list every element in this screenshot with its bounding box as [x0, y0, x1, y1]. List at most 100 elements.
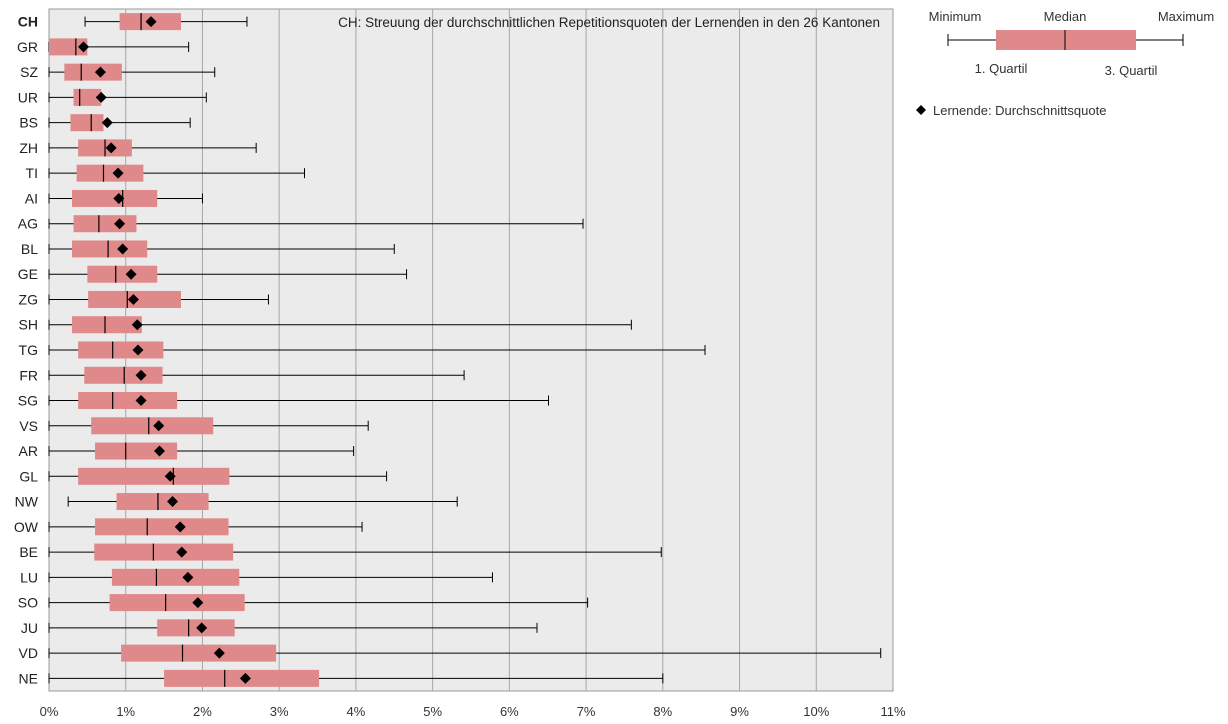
- box-row-gl: GL: [19, 467, 388, 485]
- mean-marker: [132, 344, 144, 356]
- x-tick-label: 0%: [40, 704, 59, 719]
- category-label: NE: [19, 670, 38, 686]
- mean-marker: [95, 91, 107, 103]
- legend: Minimum Median Maximum 1. Quartil 3. Qua…: [916, 9, 1214, 118]
- legend-box: [996, 30, 1136, 50]
- category-label: SH: [19, 317, 38, 333]
- mean-marker: [182, 571, 194, 583]
- mean-marker: [145, 16, 157, 28]
- box-row-be: BE: [19, 543, 662, 561]
- iqr-box: [95, 442, 178, 460]
- iqr-box: [49, 38, 88, 56]
- x-tick-label: 8%: [653, 704, 672, 719]
- mean-marker: [153, 420, 165, 432]
- box-row-ju: JU: [21, 619, 538, 637]
- mean-marker: [112, 167, 124, 179]
- box-row-vs: VS: [19, 417, 369, 435]
- category-label: SG: [18, 393, 38, 409]
- iqr-box: [78, 341, 164, 359]
- iqr-box: [111, 568, 240, 586]
- category-label: TI: [26, 165, 38, 181]
- box-row-zh: ZH: [19, 139, 257, 157]
- mean-marker: [78, 41, 90, 53]
- iqr-box: [78, 392, 178, 410]
- iqr-box: [70, 114, 104, 132]
- iqr-box: [73, 88, 102, 106]
- legend-mean-label: Lernende: Durchschnittsquote: [933, 103, 1106, 118]
- iqr-box: [94, 543, 234, 561]
- iqr-box: [109, 594, 245, 612]
- iqr-box: [121, 644, 277, 662]
- category-label: FR: [19, 367, 38, 383]
- iqr-box: [116, 493, 209, 511]
- x-tick-label: 2%: [193, 704, 212, 719]
- category-label: CH: [18, 14, 38, 30]
- box-row-tg: TG: [19, 341, 706, 359]
- x-axis-tick-labels: 0% 1% 2% 3% 4% 5% 6% 7% 8% 9% 10% 11%: [40, 704, 906, 719]
- legend-q1-label: 1. Quartil: [975, 61, 1028, 76]
- x-tick-label: 5%: [423, 704, 442, 719]
- box-rows: CH GR SZ UR BS ZH TI AI AG BL GE ZG SH TG FR SG VS AR GL NW…: [14, 13, 882, 687]
- category-label: GL: [19, 468, 38, 484]
- iqr-box: [95, 518, 229, 536]
- mean-marker: [101, 117, 113, 129]
- legend-minimum-label: Minimum: [929, 9, 982, 24]
- box-row-sh: SH: [19, 316, 632, 334]
- category-label: BL: [21, 241, 38, 257]
- box-row-ar: AR: [19, 442, 355, 460]
- box-row-ur: UR: [18, 88, 207, 106]
- mean-marker: [94, 66, 106, 78]
- category-label: LU: [20, 569, 38, 585]
- chart-title: CH: Streuung der durchschnittlichen Repe…: [338, 15, 880, 30]
- category-label: GR: [17, 39, 38, 55]
- box-row-gr: GR: [17, 38, 190, 56]
- category-label: AI: [25, 190, 38, 206]
- box-row-ti: TI: [26, 164, 306, 182]
- iqr-box: [157, 619, 235, 637]
- category-label: OW: [14, 519, 39, 535]
- x-tick-label: 10%: [803, 704, 829, 719]
- box-row-nw: NW: [15, 493, 458, 511]
- box-row-fr: FR: [19, 366, 465, 384]
- box-row-ai: AI: [25, 189, 203, 207]
- box-row-zg: ZG: [19, 290, 269, 308]
- category-label: AR: [19, 443, 38, 459]
- category-label: VD: [19, 645, 38, 661]
- category-label: TG: [19, 342, 38, 358]
- x-tick-label: 11%: [880, 704, 905, 719]
- box-row-ch: CH: [18, 13, 248, 31]
- legend-q3-label: 3. Quartil: [1105, 63, 1158, 78]
- category-label: ZG: [19, 291, 38, 307]
- x-tick-label: 3%: [270, 704, 289, 719]
- category-label: AG: [18, 216, 38, 232]
- mean-marker: [239, 672, 251, 684]
- mean-marker: [174, 521, 186, 533]
- category-label: BS: [19, 115, 38, 131]
- mean-marker: [192, 597, 204, 609]
- box-row-bl: BL: [21, 240, 395, 258]
- iqr-box: [91, 417, 214, 435]
- legend-mean-diamond: [916, 105, 926, 115]
- mean-marker: [213, 647, 225, 659]
- mean-marker: [164, 470, 176, 482]
- box-row-lu: LU: [20, 568, 493, 586]
- box-row-ge: GE: [18, 265, 408, 283]
- x-tick-label: 6%: [500, 704, 519, 719]
- legend-median-label: Median: [1044, 9, 1087, 24]
- iqr-box: [73, 215, 137, 233]
- box-row-ag: AG: [18, 215, 584, 233]
- mean-marker: [176, 546, 188, 558]
- mean-marker: [113, 192, 125, 204]
- x-tick-label: 1%: [116, 704, 135, 719]
- mean-marker: [135, 395, 147, 407]
- mean-marker: [105, 142, 117, 154]
- x-tick-label: 7%: [577, 704, 596, 719]
- box-row-ne: NE: [19, 669, 664, 687]
- iqr-box: [72, 240, 148, 258]
- mean-marker: [125, 268, 137, 280]
- mean-marker: [196, 622, 208, 634]
- iqr-box: [84, 366, 163, 384]
- iqr-box: [78, 467, 230, 485]
- x-tick-label: 9%: [730, 704, 749, 719]
